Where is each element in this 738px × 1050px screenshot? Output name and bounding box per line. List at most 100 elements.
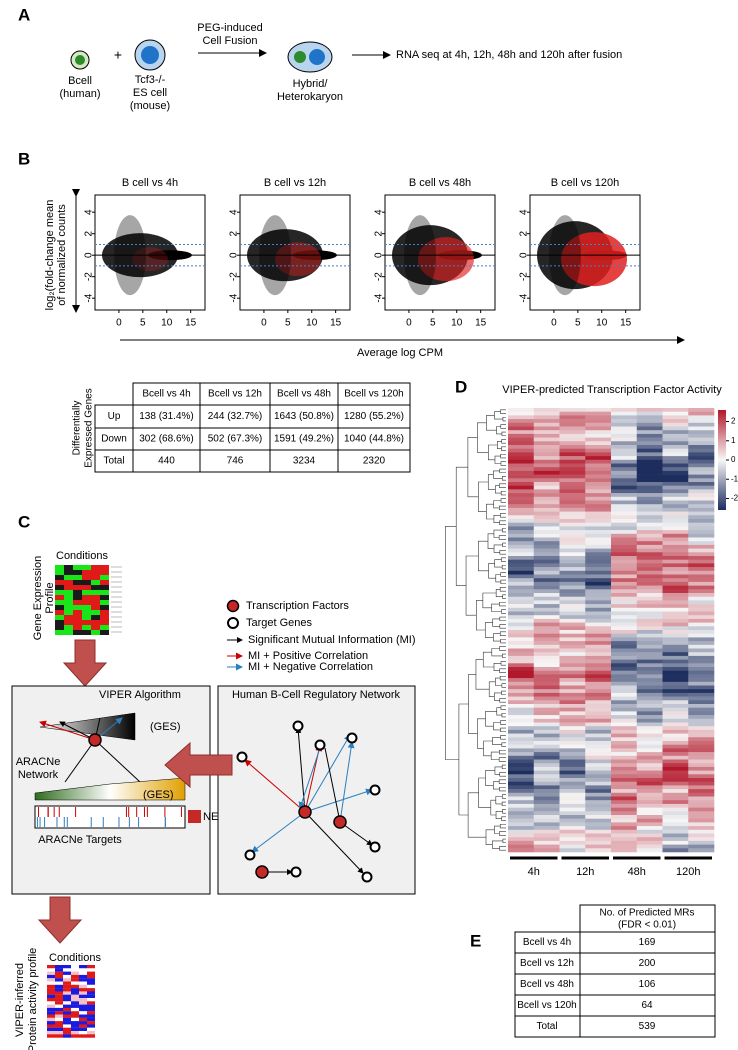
heatmap-cell bbox=[100, 585, 109, 590]
dendrogram bbox=[499, 823, 506, 829]
heatmap-cell bbox=[559, 489, 586, 494]
heatmap-cell bbox=[47, 1004, 55, 1008]
dendrogram bbox=[499, 483, 506, 488]
heatmap-cell bbox=[611, 737, 638, 742]
heatmap-cell bbox=[559, 667, 586, 671]
heatmap-cell bbox=[71, 1001, 79, 1005]
dendrogram bbox=[493, 663, 502, 671]
heatmap-cell bbox=[559, 463, 586, 468]
heatmap-cell bbox=[611, 448, 638, 453]
heatmap-cell bbox=[585, 526, 612, 531]
dendrogram bbox=[499, 631, 506, 636]
heatmap-cell bbox=[636, 578, 663, 583]
heatmap-cell bbox=[508, 641, 535, 646]
heatmap-cell bbox=[636, 796, 663, 801]
heatmap-cell bbox=[508, 792, 535, 797]
heatmap-cell bbox=[688, 811, 715, 816]
heatmap-cell bbox=[688, 829, 715, 834]
heatmap-cell bbox=[688, 522, 715, 527]
heatmap-cell bbox=[662, 670, 689, 675]
heatmap-cell bbox=[55, 1027, 63, 1032]
heatmap-cell bbox=[79, 1001, 87, 1005]
dendrogram bbox=[485, 829, 495, 845]
heatmap-cell bbox=[688, 448, 715, 453]
y-axis-label: of normalized counts bbox=[56, 204, 68, 306]
heatmap-cell bbox=[559, 637, 586, 642]
heatmap-cell bbox=[688, 470, 715, 475]
heatmap-cell bbox=[87, 971, 95, 975]
heatmap-cell bbox=[533, 511, 560, 516]
heatmap-cell bbox=[636, 426, 663, 431]
heatmap-cell bbox=[87, 984, 95, 989]
heatmap-cell bbox=[662, 829, 689, 834]
heatmap-cell bbox=[688, 759, 715, 764]
dendrogram bbox=[494, 411, 503, 420]
heatmap-cell bbox=[688, 615, 715, 620]
heatmap-cell bbox=[533, 778, 560, 782]
heatmap-cell bbox=[611, 663, 638, 668]
heatmap-cell bbox=[636, 408, 663, 412]
heatmap-cell bbox=[662, 755, 689, 760]
heatmap-cell bbox=[559, 826, 586, 831]
heatmap-cell bbox=[71, 1024, 79, 1028]
heatmap-cell bbox=[533, 589, 560, 594]
panel-b: B log₂(fold-change mean of normalized co… bbox=[18, 149, 685, 473]
heatmap-cell bbox=[508, 748, 535, 753]
heatmap-cell bbox=[585, 430, 612, 435]
heatmap-cell bbox=[611, 822, 638, 827]
heatmap-cell bbox=[559, 537, 586, 542]
heatmap-cell bbox=[611, 459, 638, 464]
heatmap-cell bbox=[688, 511, 715, 516]
heatmap-cell bbox=[508, 822, 535, 827]
heatmap-cell bbox=[82, 565, 91, 570]
heatmap-cell bbox=[508, 426, 535, 431]
heatmap-cell bbox=[611, 818, 638, 823]
heatmap-cell bbox=[533, 448, 560, 453]
heatmap-cell bbox=[559, 511, 586, 516]
heatmap-cell bbox=[91, 605, 100, 610]
heatmap-cell bbox=[533, 763, 560, 768]
heatmap-cell bbox=[688, 796, 715, 801]
heatmap-cell bbox=[559, 803, 586, 808]
heatmap-cell bbox=[559, 600, 586, 605]
heatmap-cell bbox=[585, 748, 612, 753]
heatmap-cell bbox=[688, 607, 715, 612]
heatmap-cell bbox=[585, 741, 612, 745]
heatmap-cell bbox=[508, 633, 535, 638]
heatmap-cell bbox=[585, 552, 612, 557]
dendrogram bbox=[477, 422, 489, 453]
heatmap-cell bbox=[611, 474, 638, 479]
heatmap-cell bbox=[636, 596, 663, 601]
heatmap-cell bbox=[662, 818, 689, 823]
edge bbox=[39, 720, 96, 741]
heatmap-cell bbox=[636, 411, 663, 416]
heatmap-cell bbox=[636, 807, 663, 812]
heatmap-cell bbox=[508, 489, 535, 494]
heatmap-cell bbox=[100, 575, 109, 580]
heatmap-cell bbox=[585, 489, 612, 494]
heatmap-cell bbox=[533, 593, 560, 597]
heatmap-cell bbox=[533, 718, 560, 723]
target-node bbox=[314, 739, 326, 751]
heatmap-cell bbox=[688, 519, 715, 523]
heatmap-cell bbox=[559, 659, 586, 664]
heatmap-cell bbox=[508, 456, 535, 461]
heatmap-cell bbox=[611, 567, 638, 572]
heatmap-cell bbox=[636, 482, 663, 486]
heatmap-cell bbox=[688, 644, 715, 649]
heatmap-cell bbox=[559, 774, 586, 779]
heatmap-cell bbox=[585, 563, 612, 568]
heatmap-cell bbox=[636, 644, 663, 649]
heatmap-cell bbox=[688, 415, 715, 420]
heatmap-cell bbox=[533, 648, 560, 653]
heatmap-cell bbox=[533, 567, 560, 572]
dendrogram bbox=[501, 431, 506, 437]
dendrogram bbox=[491, 603, 502, 612]
heatmap-cell bbox=[585, 744, 612, 749]
heatmap-cell bbox=[611, 552, 638, 557]
heatmap-cell bbox=[688, 766, 715, 771]
heatmap-cell bbox=[662, 408, 689, 412]
heatmap-cell bbox=[533, 570, 560, 575]
heatmap-cell bbox=[63, 1017, 71, 1022]
heatmap-cell bbox=[533, 519, 560, 523]
